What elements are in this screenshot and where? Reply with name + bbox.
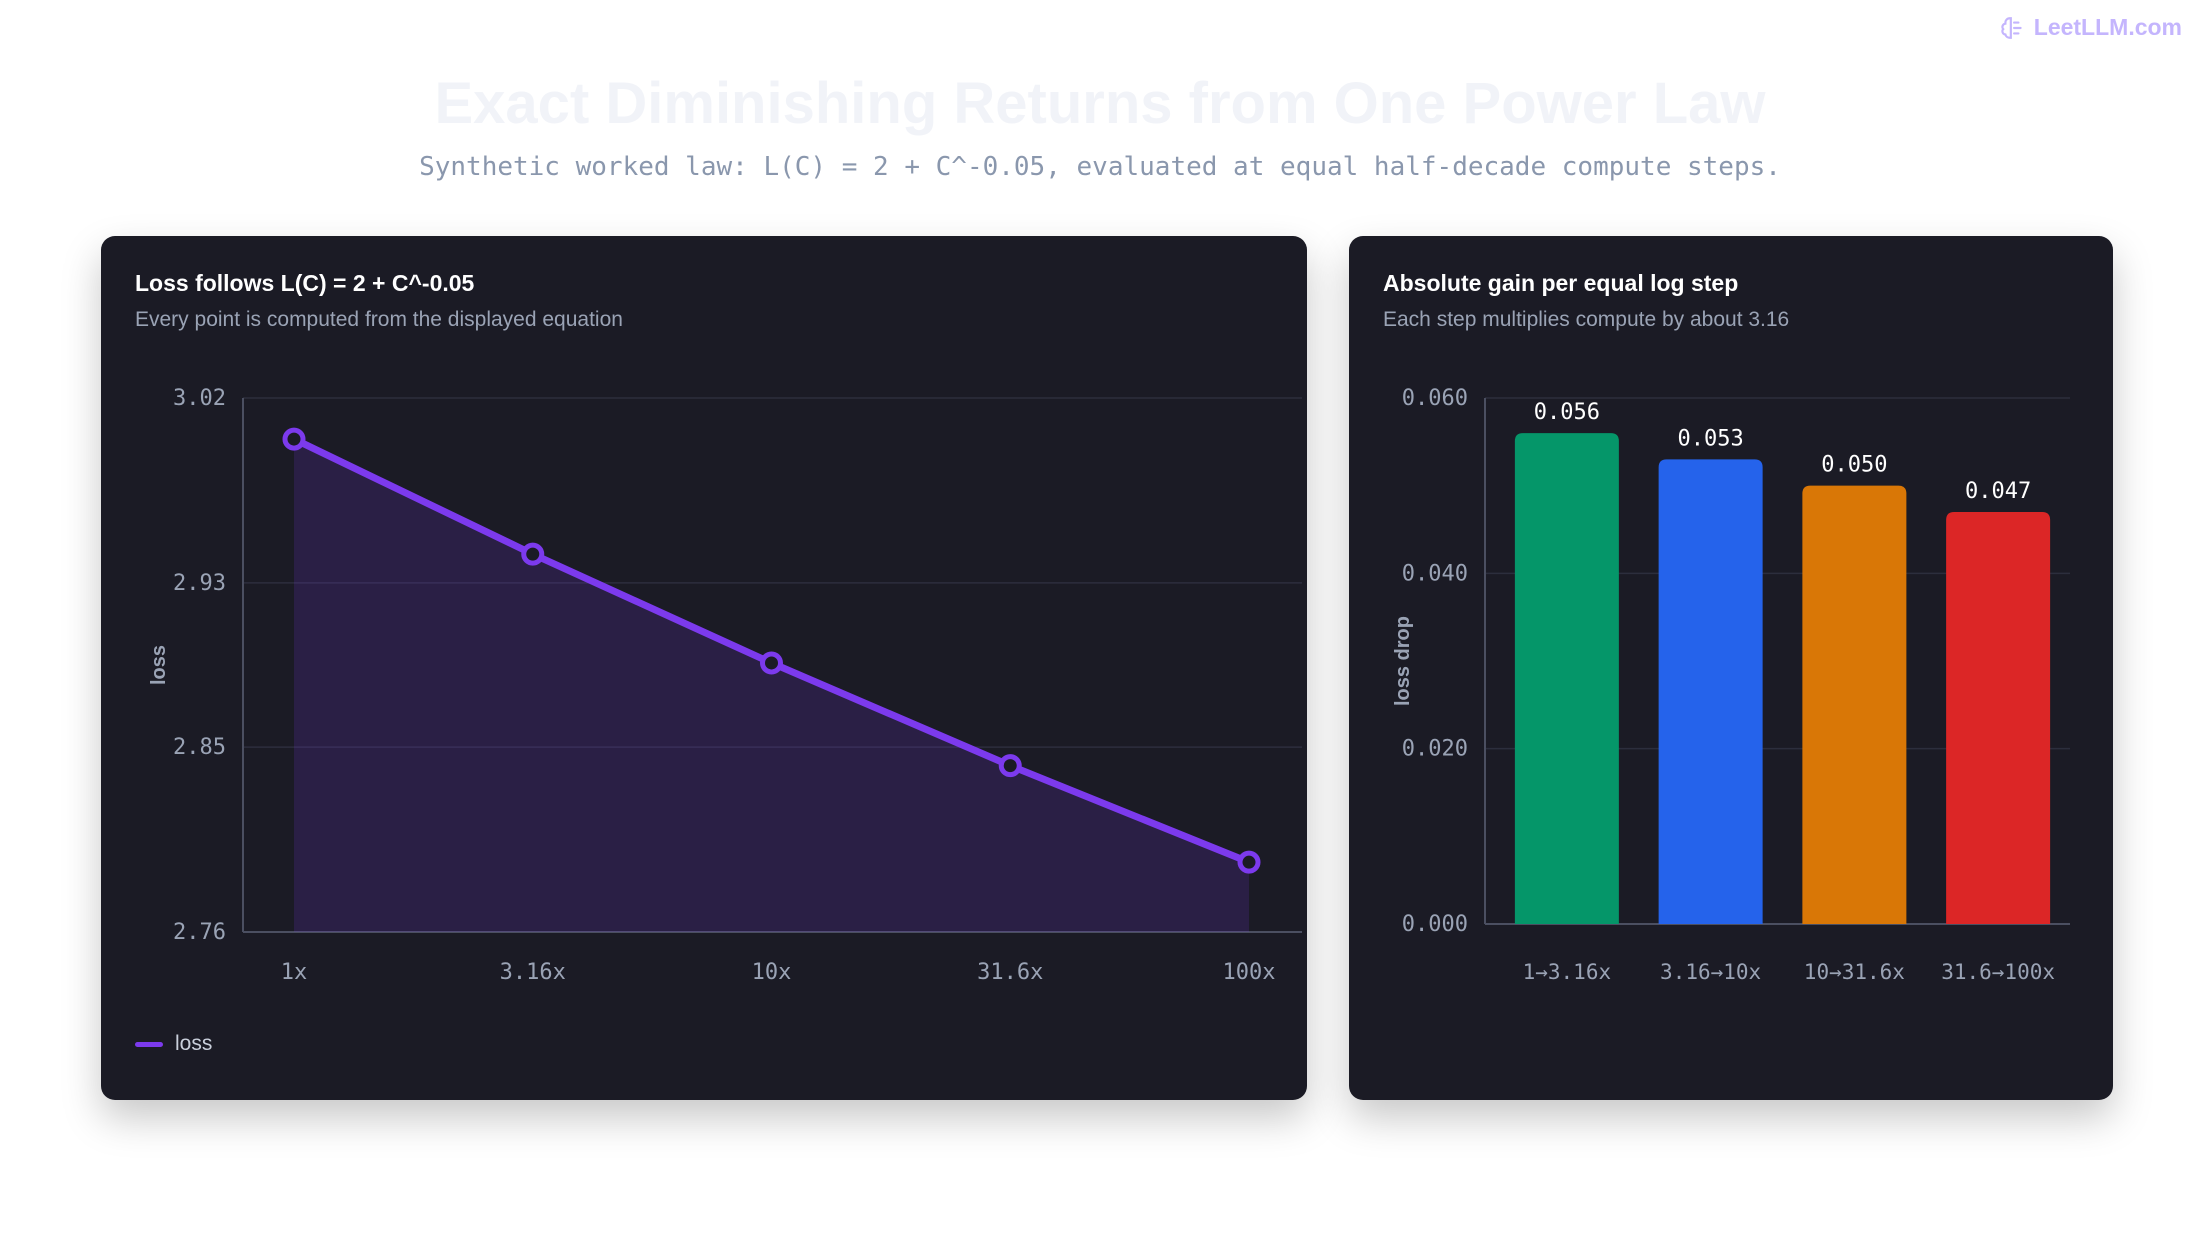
x-tick-label: 1→3.16x xyxy=(1523,960,1612,984)
loss-point xyxy=(1237,850,1261,874)
loss-point xyxy=(521,542,545,566)
loss-chart-subtitle: Every point is computed from the display… xyxy=(135,308,623,331)
page-subtitle: Synthetic worked law: L(C) = 2 + C^-0.05… xyxy=(419,152,1781,182)
loss-chart-panel: Loss follows L(C) = 2 + C^-0.05 Every po… xyxy=(101,236,1307,1100)
y-tick-label: 3.02 xyxy=(173,386,226,411)
brand-text: LeetLLM.com xyxy=(2033,14,2182,40)
loss-chart-title: Loss follows L(C) = 2 + C^-0.05 xyxy=(135,270,475,296)
y-tick-label: 0.040 xyxy=(1402,561,1468,586)
brand-logo: LeetLLM.com xyxy=(2000,14,2182,41)
y-tick-label: 2.85 xyxy=(173,735,226,760)
loss-area xyxy=(294,439,1249,932)
bar xyxy=(1514,433,1619,924)
y-tick-label: 0.000 xyxy=(1402,912,1468,937)
x-tick-label: 31.6→100x xyxy=(1941,960,2055,984)
brain-icon xyxy=(2001,16,2022,39)
bar xyxy=(1946,511,2051,924)
bar-value-label: 0.056 xyxy=(1534,400,1600,425)
x-tick-label: 1x xyxy=(281,960,308,985)
x-tick-label: 31.6x xyxy=(977,960,1043,985)
gain-chart-subtitle: Each step multiplies compute by about 3.… xyxy=(1383,308,1790,331)
y-tick-label: 0.020 xyxy=(1402,737,1468,762)
x-tick-label: 3.16→10x xyxy=(1660,960,1761,984)
bar-value-label: 0.047 xyxy=(1965,479,2031,504)
loss-line-chart: 3.02 2.93 2.85 2.76 loss 1x 3.16x 10x 31.6x 100x xyxy=(148,386,1302,985)
legend-label: loss xyxy=(175,1032,213,1055)
bar-value-label: 0.053 xyxy=(1678,426,1744,451)
y-tick-label: 0.060 xyxy=(1402,386,1468,411)
y-tick-label: 2.76 xyxy=(173,920,226,945)
y-axis-label: loss drop xyxy=(1392,616,1414,706)
chart-legend: loss xyxy=(135,1032,212,1056)
bar-value-label: 0.050 xyxy=(1821,453,1887,478)
gain-chart-panel: Absolute gain per equal log step Each st… xyxy=(1349,236,2113,1100)
x-tick-label: 3.16x xyxy=(500,960,566,985)
loss-point xyxy=(282,427,306,451)
x-tick-label: 10x xyxy=(752,960,792,985)
x-tick-label: 100x xyxy=(1223,960,1276,985)
y-axis-label: loss xyxy=(148,645,170,685)
loss-point xyxy=(998,754,1022,778)
bar xyxy=(1802,485,1907,924)
loss-point xyxy=(760,651,783,675)
y-tick-label: 2.93 xyxy=(173,571,226,596)
legend-swatch xyxy=(135,1041,163,1047)
page-title: Exact Diminishing Returns from One Power… xyxy=(434,71,1766,136)
gain-bar-chart: 0.060 0.040 0.020 0.000 loss drop 0.056 1→3.16… xyxy=(1392,386,2070,984)
bar xyxy=(1658,459,1763,924)
x-tick-label: 10→31.6x xyxy=(1804,960,1905,984)
gain-chart-title: Absolute gain per equal log step xyxy=(1383,270,1739,296)
